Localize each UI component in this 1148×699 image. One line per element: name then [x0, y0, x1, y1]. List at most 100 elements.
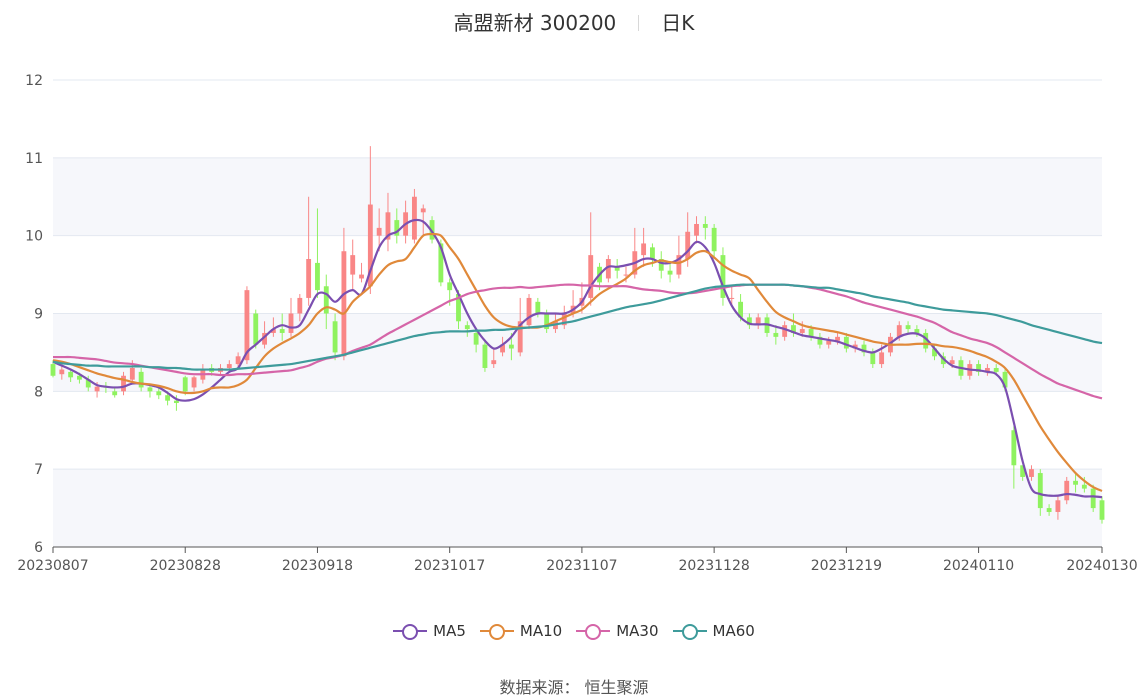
legend-ma60-swatch — [672, 624, 707, 640]
candle-body — [799, 329, 805, 333]
candle-body — [588, 255, 594, 298]
candle-body — [729, 297, 735, 299]
candle-body — [147, 387, 153, 392]
candle-body — [940, 356, 946, 365]
candle-body — [879, 352, 885, 365]
candle-body — [896, 325, 902, 337]
candle-body — [932, 348, 937, 357]
legend-ma30-label: MA30 — [616, 622, 659, 640]
candle-body — [746, 317, 752, 326]
candle-body — [500, 344, 505, 353]
legend-ma60-label: MA60 — [712, 622, 755, 640]
x-tick-label: 20230807 — [17, 558, 88, 574]
x-tick-label: 20231107 — [546, 558, 617, 574]
y-tick-label: 9 — [34, 307, 43, 323]
legend-item-ma60[interactable]: MA60 — [672, 622, 755, 640]
candle-body — [1073, 480, 1078, 485]
candle-body — [244, 290, 250, 361]
data-source: 数据来源： 恒生聚源 — [499, 678, 649, 697]
candle-body — [1002, 371, 1008, 388]
candle-body — [623, 274, 629, 276]
legend-ma30-ring — [585, 624, 602, 640]
candle-body — [77, 375, 82, 380]
candle-body — [738, 301, 744, 318]
candle-body — [1099, 500, 1105, 520]
candle-body — [315, 262, 320, 291]
candle-body — [306, 259, 312, 298]
ma-line-ma5 — [52, 218, 1103, 499]
candle-body — [508, 344, 514, 349]
candle-body — [482, 344, 488, 368]
candle-body — [605, 259, 611, 279]
candle-body — [50, 364, 56, 376]
candle-body — [182, 377, 188, 392]
candle-body — [658, 259, 664, 271]
candle-body — [923, 332, 929, 349]
x-tick-label: 20230828 — [150, 558, 221, 574]
candle-body — [138, 371, 144, 388]
period-label: 日K — [661, 11, 695, 35]
candle-body — [852, 344, 858, 349]
grid-band — [53, 469, 1102, 547]
candle-body — [112, 391, 118, 396]
candle-body — [905, 325, 911, 330]
candle-body — [614, 266, 620, 271]
candle-body — [782, 325, 788, 337]
x-tick-label: 20240130 — [1066, 558, 1137, 574]
y-tick-label: 6 — [34, 540, 43, 556]
candle-body — [641, 243, 647, 256]
candle-body — [843, 336, 849, 349]
candle-body — [94, 386, 100, 392]
candle-body — [85, 379, 91, 388]
candle-body — [297, 297, 303, 314]
candle-body — [1090, 488, 1096, 509]
y-tick-label: 7 — [34, 462, 43, 478]
candle-body — [561, 313, 567, 326]
candle-body — [491, 360, 497, 365]
candle-body — [535, 301, 541, 314]
candle-body — [341, 251, 347, 357]
ma-line-ma10 — [52, 232, 1103, 492]
candle-body — [279, 329, 285, 333]
x-tick-label: 20230918 — [282, 558, 353, 574]
stock-name: 高盟新材 300200 — [453, 11, 617, 35]
candle-body — [544, 313, 550, 330]
candle-body — [253, 313, 259, 345]
candle-body — [517, 321, 523, 353]
ma-line-ma60 — [52, 283, 1103, 371]
candle-body — [420, 208, 426, 213]
legend-ma10-ring — [488, 624, 505, 640]
candle-body — [526, 297, 532, 326]
legend-item-ma5[interactable]: MA5 — [393, 622, 466, 640]
candle-body — [1029, 469, 1034, 477]
candle-body — [817, 336, 823, 345]
legend-ma10-label: MA10 — [519, 622, 563, 640]
candle-body — [129, 367, 135, 380]
candle-body — [359, 274, 364, 279]
legend-ma5-ring — [402, 624, 419, 640]
candle-body — [323, 286, 329, 314]
x-tick-label: 20231017 — [414, 558, 485, 574]
candle-body — [165, 395, 171, 401]
candle-body — [350, 255, 356, 275]
legend-ma30-swatch — [576, 624, 611, 640]
candle-body — [1046, 508, 1052, 512]
x-tick-label: 20231219 — [811, 558, 882, 574]
ma-line-ma30 — [53, 283, 1103, 400]
candle-body — [773, 332, 779, 337]
legend-ma5-label: MA5 — [433, 622, 466, 640]
y-tick-label: 12 — [25, 73, 43, 89]
candle-body — [976, 364, 982, 372]
legend-item-ma10[interactable]: MA10 — [479, 622, 563, 640]
candle-body — [1055, 500, 1061, 512]
legend-item-ma30[interactable]: MA30 — [576, 622, 659, 640]
candle-body — [394, 220, 400, 236]
candle-body — [826, 340, 832, 345]
candle-body — [711, 227, 717, 252]
x-tick-label: 20231128 — [679, 558, 750, 574]
y-tick-label: 10 — [25, 229, 43, 245]
candle-body — [464, 325, 470, 330]
grid-band — [53, 157, 1102, 236]
candle-body — [59, 369, 65, 375]
candle-body — [914, 329, 920, 333]
